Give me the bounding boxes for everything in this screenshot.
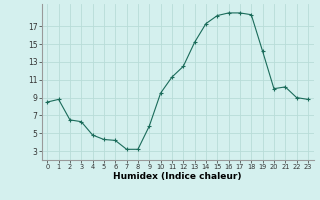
X-axis label: Humidex (Indice chaleur): Humidex (Indice chaleur) (113, 172, 242, 181)
